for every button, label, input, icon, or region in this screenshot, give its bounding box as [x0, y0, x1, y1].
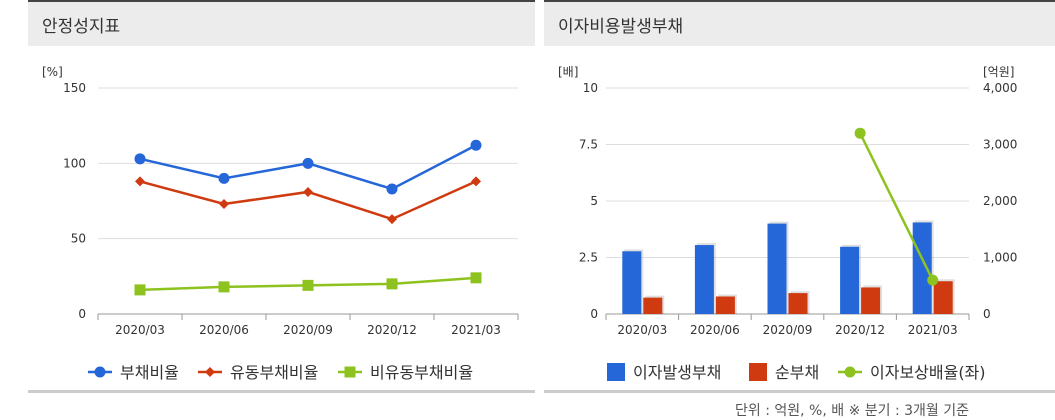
x-tick-label: 2020/12: [367, 323, 417, 337]
bar: [694, 245, 714, 314]
legend-marker: [94, 366, 106, 378]
data-point: [135, 176, 145, 187]
y-tick-label: 100: [63, 156, 86, 170]
y-left-tick-label: 0: [590, 307, 598, 321]
data-point: [218, 172, 230, 184]
data-point: [302, 279, 314, 291]
bar: [715, 296, 735, 314]
x-tick-label: 2020/03: [115, 323, 165, 337]
x-tick-label: 2020/03: [617, 323, 667, 337]
y-right-tick-label: 3,000: [983, 138, 1017, 152]
y-left-tick-label: 5: [590, 194, 598, 208]
y-tick-label: 150: [63, 81, 86, 95]
bar: [861, 287, 881, 314]
x-tick-label: 2021/03: [908, 323, 958, 337]
bar: [643, 297, 663, 314]
legend-label: 비유동부채비율: [370, 363, 473, 382]
y-axis-left-unit-label: [배]: [558, 65, 578, 79]
bar: [767, 223, 787, 314]
data-point: [303, 186, 313, 197]
y-tick-label: 0: [78, 307, 86, 321]
bar: [933, 281, 953, 314]
legend-swatch: [749, 363, 767, 381]
y-axis-right-unit-label: [억원]: [983, 65, 1014, 79]
data-point: [386, 278, 398, 290]
data-point: [854, 127, 866, 139]
data-point: [387, 214, 397, 225]
data-point: [218, 281, 230, 293]
legend-marker: [205, 367, 215, 377]
x-tick-label: 2021/03: [451, 323, 501, 337]
y-right-tick-label: 0: [983, 307, 991, 321]
data-point: [470, 272, 482, 284]
y-right-tick-label: 1,000: [983, 251, 1017, 265]
data-point: [386, 183, 398, 195]
data-point: [134, 284, 146, 296]
x-tick-label: 2020/09: [283, 323, 333, 337]
legend-swatch: [607, 363, 625, 381]
legend-label: 순부채: [775, 363, 819, 382]
interest-debt-combo-chart: [배] [억원] 0 2.5 5 7.5 10 0 1,000 2,000 3,000 4,000 20…: [558, 65, 1017, 382]
bar: [788, 293, 808, 314]
unit-footnote: 단위 : 억원, %, 배 ※ 분기 : 3개월 기준: [735, 403, 970, 419]
data-point: [134, 153, 146, 165]
series-line: [858, 132, 934, 281]
interest-debt-panel-title: 이자비용발생부채: [544, 2, 1055, 46]
data-point: [470, 139, 482, 151]
y-left-tick-label: 10: [583, 81, 598, 95]
y-tick-label: 50: [71, 232, 86, 246]
legend-label: 유동부채비율: [230, 363, 318, 382]
x-tick-label: 2020/12: [835, 323, 885, 337]
data-point: [302, 157, 314, 169]
legend-marker: [844, 366, 856, 378]
stability-line-chart: [%] 0 50 100 150 2020/03 2020/06 2020/09 2020/12…: [42, 65, 519, 382]
x-tick-label: 2020/06: [199, 323, 249, 337]
bar: [840, 246, 860, 314]
stability-panel: 안정성지표 [%] 0 50 100 150 2020/03 2020/06 2020/09 2…: [28, 0, 535, 393]
interest-debt-panel: 이자비용발생부채 [배] [억원] 0 2.5 5 7.5 10 0 1,000 2,000 3,0…: [544, 0, 1055, 393]
x-tick-label: 2020/06: [690, 323, 740, 337]
stability-panel-title: 안정성지표: [28, 2, 535, 46]
data-point: [927, 274, 939, 286]
legend-label: 이자보상배율(좌): [870, 363, 986, 382]
data-point: [471, 176, 481, 187]
legend-marker: [344, 366, 356, 378]
y-right-tick-label: 2,000: [983, 194, 1017, 208]
legend-label: 부채비율: [120, 363, 179, 382]
legend-label: 이자발생부채: [633, 363, 721, 382]
bar: [912, 222, 932, 314]
bar: [622, 251, 642, 314]
data-point: [219, 199, 229, 210]
y-right-tick-label: 4,000: [983, 81, 1017, 95]
y-left-tick-label: 2.5: [579, 251, 598, 265]
y-axis-unit-label: [%]: [42, 65, 63, 79]
x-tick-label: 2020/09: [763, 323, 813, 337]
y-left-tick-label: 7.5: [579, 138, 598, 152]
